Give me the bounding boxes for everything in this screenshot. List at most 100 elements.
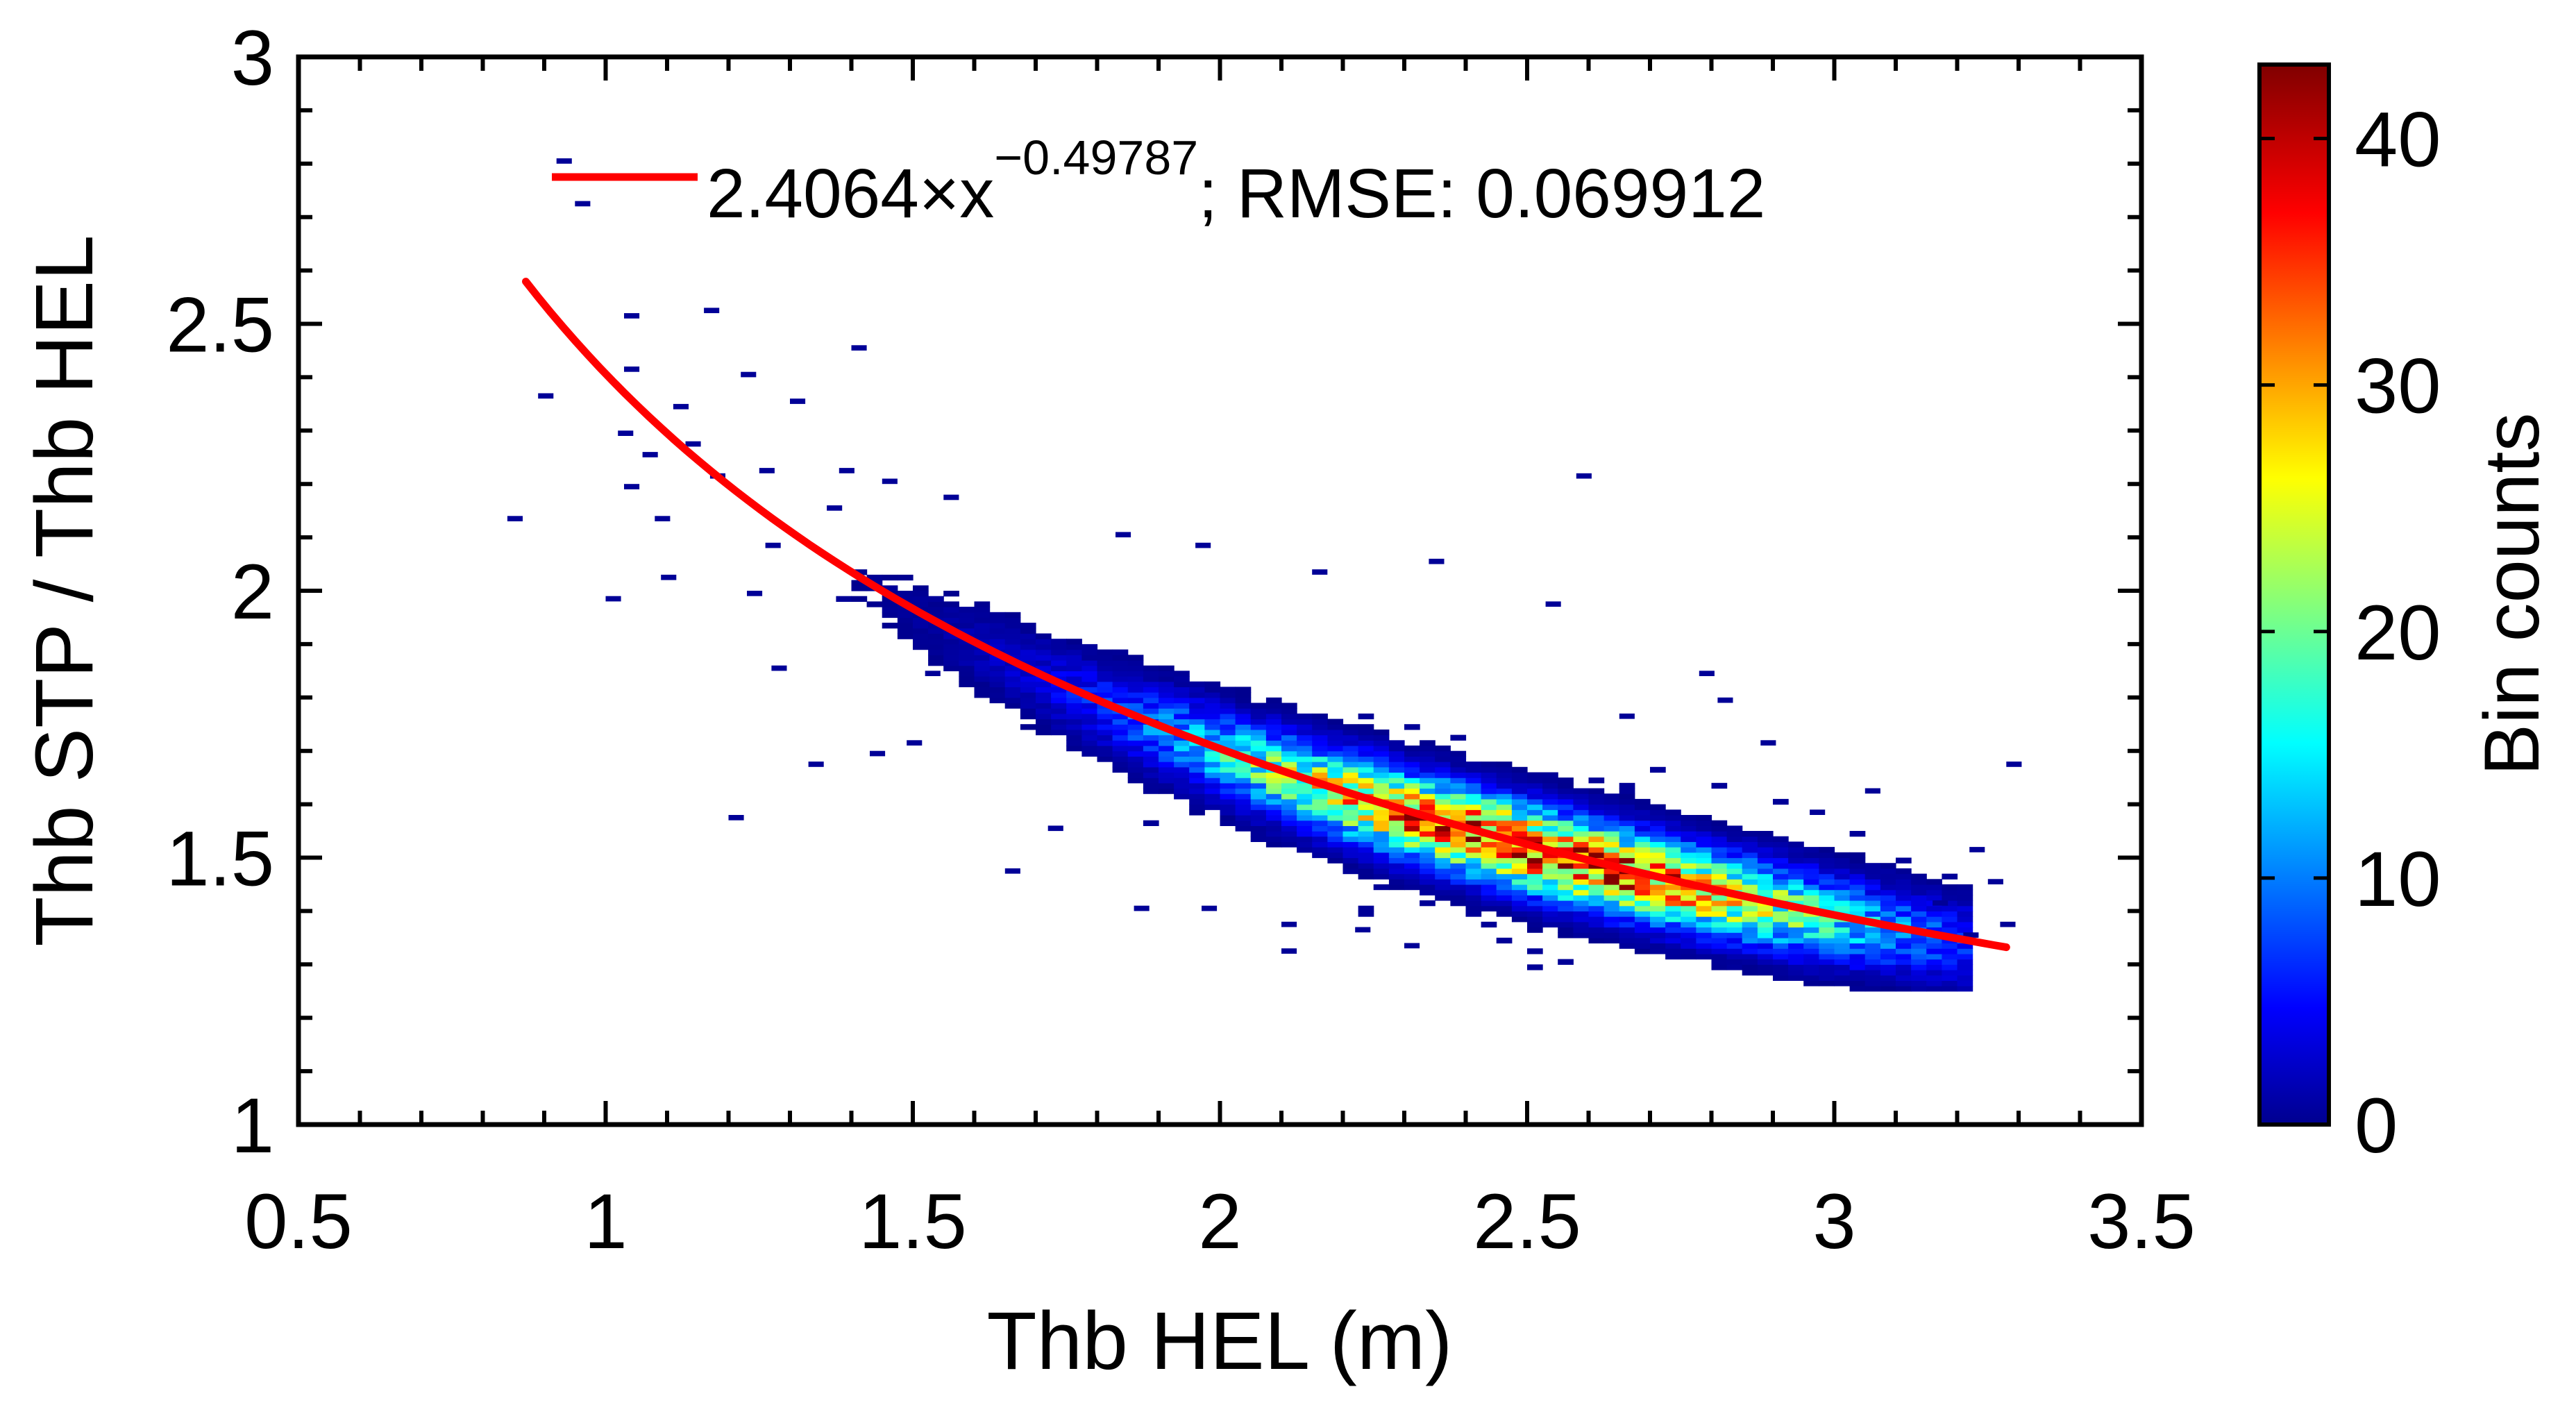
histogram-bin: [1819, 921, 1835, 928]
histogram-bin: [1603, 873, 1620, 880]
histogram-bin: [1036, 655, 1052, 661]
histogram-bin: [1388, 857, 1405, 864]
histogram-bin: [1312, 841, 1328, 848]
histogram-bin: [1159, 687, 1175, 693]
histogram-bin: [1711, 905, 1728, 911]
histogram-bin: [943, 633, 959, 639]
histogram-bin: [1527, 905, 1543, 911]
histogram-bin: [1819, 980, 1835, 986]
histogram-bin: [1481, 762, 1497, 768]
histogram-bin: [1681, 948, 1697, 954]
histogram-bin: [1864, 895, 1881, 901]
histogram-bin: [1081, 655, 1098, 661]
histogram-bin: [1957, 975, 1973, 981]
histogram-outlier-bin: [1281, 948, 1297, 954]
histogram-bin: [1957, 921, 1973, 928]
histogram-bin: [1650, 916, 1666, 923]
histogram-bin: [1834, 863, 1851, 869]
histogram-bin: [1880, 900, 1896, 907]
histogram-bin: [1711, 820, 1728, 826]
histogram-bin: [989, 643, 1006, 650]
histogram-bin: [1527, 798, 1543, 805]
histogram-bin: [1220, 798, 1236, 805]
histogram-bin: [1634, 852, 1651, 859]
histogram-bin: [1896, 884, 1912, 891]
histogram-bin: [1681, 847, 1697, 853]
histogram-bin: [1235, 788, 1252, 794]
histogram-bin: [1681, 932, 1697, 939]
histogram-bin: [1036, 643, 1052, 650]
histogram-bin: [1619, 911, 1635, 917]
histogram-bin: [1573, 841, 1590, 848]
histogram-bin: [1465, 831, 1482, 837]
histogram-bin: [1619, 852, 1635, 859]
histogram-bin: [1558, 884, 1574, 891]
histogram-bin: [1849, 900, 1866, 907]
colorbar-tick-label: 40: [2355, 96, 2441, 183]
histogram-bin: [1742, 857, 1758, 864]
histogram-bin: [1358, 713, 1374, 720]
histogram-bin: [1281, 809, 1297, 816]
histogram-bin: [1373, 756, 1390, 762]
y-tick-labels: 11.522.53: [166, 15, 274, 1169]
histogram-bin: [1342, 841, 1359, 848]
histogram-bin: [1681, 836, 1697, 842]
histogram-bin: [1097, 713, 1113, 720]
histogram-bin: [1127, 697, 1144, 704]
histogram-bin: [1957, 900, 1973, 907]
histogram-bin: [1342, 777, 1359, 784]
histogram-bin: [1004, 665, 1021, 671]
histogram-bin: [1265, 825, 1282, 832]
histogram-bin: [1204, 692, 1221, 698]
histogram-bin: [1834, 943, 1851, 949]
histogram-bin: [1603, 937, 1620, 944]
histogram-bin: [1265, 724, 1282, 730]
histogram-bin: [1342, 815, 1359, 821]
histogram-bin: [1603, 798, 1620, 805]
histogram-bin: [1665, 831, 1681, 837]
histogram-bin: [1650, 836, 1666, 842]
histogram-bin: [1388, 798, 1405, 805]
histogram-outlier-bin: [907, 740, 923, 746]
histogram-bin: [1496, 911, 1513, 917]
histogram-bin: [1127, 676, 1144, 682]
histogram-bin: [1788, 975, 1804, 981]
histogram-bin: [1757, 970, 1774, 976]
histogram-bin: [1864, 873, 1881, 880]
histogram-bin: [1911, 937, 1927, 944]
histogram-bin: [1420, 836, 1436, 842]
histogram-bin: [1404, 750, 1420, 757]
histogram-bin: [913, 596, 929, 602]
histogram-bin: [1312, 713, 1328, 720]
histogram-bin: [1204, 718, 1221, 725]
histogram-bin: [1619, 921, 1635, 928]
histogram-bin: [1204, 687, 1221, 693]
histogram-bin: [1435, 766, 1451, 773]
histogram-bin: [1312, 836, 1328, 842]
histogram-bin: [1081, 724, 1098, 730]
histogram-bin: [1250, 750, 1267, 757]
histogram-bin: [1588, 911, 1605, 917]
histogram-bin: [1297, 836, 1313, 842]
histogram-bin: [1773, 863, 1789, 869]
histogram-bin: [943, 660, 959, 666]
histogram-bin: [1588, 889, 1605, 895]
histogram-bin: [1143, 740, 1159, 746]
histogram-bin: [1004, 676, 1021, 682]
histogram-bin: [1911, 900, 1927, 907]
histogram-bin: [1204, 772, 1221, 778]
histogram-outlier-bin: [771, 665, 787, 671]
histogram-bin: [1573, 900, 1590, 907]
histogram-bin: [1573, 804, 1590, 810]
histogram-bin: [1127, 671, 1144, 677]
histogram-bin: [1558, 804, 1574, 810]
histogram-bin: [1312, 734, 1328, 741]
histogram-bin: [928, 649, 944, 655]
histogram-bin: [1650, 895, 1666, 901]
histogram-bin: [1189, 718, 1205, 725]
histogram-bin: [1342, 746, 1359, 752]
histogram-bin: [1465, 847, 1482, 853]
histogram-bin: [1189, 687, 1205, 693]
histogram-bin: [1297, 847, 1313, 853]
histogram-bin: [1081, 702, 1098, 709]
